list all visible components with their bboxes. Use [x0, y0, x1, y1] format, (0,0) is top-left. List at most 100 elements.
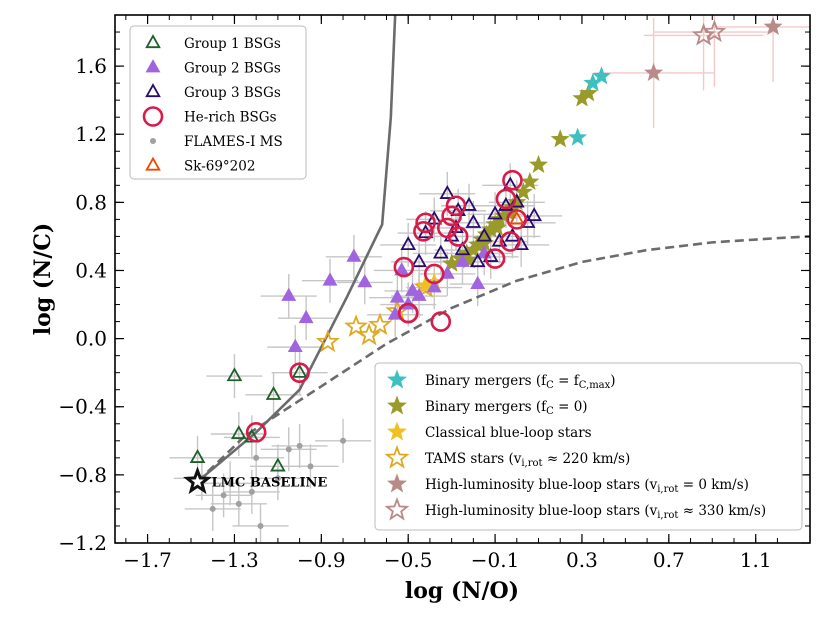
point-tams-stars-v-i-rot-220-km-s: [368, 312, 392, 336]
y-tick-label: 0.0: [75, 327, 107, 351]
legend-label-classical-blue-loop-stars: Classical blue-loop stars: [425, 425, 592, 441]
point-flames-i-ms: [285, 446, 292, 453]
point-group-3-bsgs: [411, 253, 427, 268]
point-binary-mergers-f-c-0: [459, 250, 479, 269]
legend-high-luminosity-blue-loop-stars-v-0-km-s-icon: [387, 473, 407, 493]
legend-group-1-bsgs-icon: [145, 34, 161, 49]
x-axis-label: log (N/O): [405, 578, 519, 604]
point-group-2-bsgs: [405, 282, 420, 296]
point-flames-i-ms: [296, 442, 303, 449]
y-tick-label: −1.2: [58, 531, 107, 555]
y-tick-label: 0.4: [75, 258, 107, 282]
point-binary-mergers-f-c-0: [507, 192, 527, 211]
point-flames-i-ms: [307, 463, 314, 470]
point-he-rich-bsgs: [445, 195, 467, 217]
point-high-luminosity-blue-loop-stars-v-i-rot-330-km-s: [702, 19, 727, 43]
legend-tams-stars-v-220-km-s-icon: [384, 444, 410, 469]
point-flames-i-ms: [257, 522, 264, 529]
point-he-rich-bsgs: [245, 421, 267, 443]
point-group-3-bsgs: [487, 205, 503, 220]
point-group-1-bsgs: [270, 457, 286, 472]
point-flames-i-ms: [235, 500, 242, 507]
point-flames-i-ms: [274, 475, 281, 482]
point-binary-mergers-f-c-0: [513, 182, 533, 201]
point-group-3-bsgs: [469, 253, 486, 268]
point-flames-i-ms: [340, 437, 347, 444]
point-binary-mergers-f-c-0: [487, 217, 507, 236]
point-he-rich-bsgs: [484, 248, 506, 269]
point-he-rich-bsgs: [447, 226, 469, 247]
point-binary-mergers-f-c-f-c-max: [568, 127, 588, 146]
point-binary-mergers-f-c-0: [550, 129, 570, 148]
point-he-rich-bsgs: [441, 205, 462, 227]
y-tick-label: 1.6: [75, 54, 107, 78]
legend-binary-mergers-f-0-icon: [387, 395, 407, 415]
point-he-rich-bsgs: [289, 362, 310, 383]
x-tick-label: −1.3: [210, 548, 259, 572]
point-group-3-bsgs: [526, 207, 543, 222]
point-group-2-bsgs: [455, 253, 470, 267]
lmc-baseline-label: LMC BASELINE: [212, 476, 328, 491]
point-group-3-bsgs: [454, 241, 471, 256]
axis-ticks: −1.7 −1.3 −0.9 −0.5 −0.1 0.3 0.7 1.1 −1.2 −0.8 −0.…: [58, 15, 810, 572]
point-group-2-bsgs: [426, 279, 442, 293]
point-binary-mergers-f-c-f-c-max: [583, 73, 603, 92]
point-classical-blue-loop-stars: [416, 275, 436, 294]
legend-label-binary-mergers-f-f: Binary mergers (fC = fC,max): [425, 373, 616, 391]
x-tick-label: 0.3: [566, 548, 598, 572]
point-he-rich-bsgs: [413, 221, 434, 242]
point-group-2-bsgs: [298, 309, 314, 324]
legend-label-group-3-bsgs: Group 3 BSGs: [184, 85, 281, 101]
point-group-3-bsgs: [400, 236, 417, 251]
point-group-2-bsgs: [470, 275, 486, 290]
point-he-rich-bsgs: [495, 188, 517, 210]
point-group-3-bsgs: [476, 227, 493, 242]
plot-frame: [114, 14, 811, 544]
point-flames-i-ms: [227, 480, 234, 487]
point-tams-stars-v-i-rot-220-km-s: [344, 314, 369, 337]
point-high-luminosity-blue-loop-stars-v-i-rot-0-km-s: [763, 16, 783, 35]
point-group-2-bsgs: [389, 289, 405, 303]
point-group-1-bsgs: [189, 449, 206, 463]
data-points: [189, 16, 783, 529]
legend-label-sk-69-202: Sk-69°202: [184, 159, 255, 175]
x-tick-label: 1.1: [740, 548, 772, 572]
point-binary-mergers-f-c-0: [442, 253, 462, 272]
point-tams-stars-v-i-rot-220-km-s: [315, 329, 340, 353]
solid-track: [196, 15, 397, 483]
x-tick-label: 0.7: [653, 548, 685, 572]
point-group-3-bsgs: [498, 196, 514, 211]
legend-lower-box: [374, 362, 803, 531]
point-group-3-bsgs: [439, 185, 456, 199]
point-high-luminosity-blue-loop-stars-v-i-rot-330-km-s: [691, 22, 716, 46]
point-he-rich-bsgs: [506, 209, 528, 230]
x-tick-label: −0.5: [384, 548, 433, 572]
point-group-1-bsgs: [265, 385, 282, 400]
point-group-2-bsgs: [281, 287, 297, 301]
point-group-1-bsgs: [226, 367, 243, 382]
legend-binary-mergers-f-f-icon: [387, 369, 407, 389]
y-tick-label: −0.4: [58, 395, 107, 419]
point-flames-i-ms: [248, 488, 255, 495]
point-binary-mergers-f-c-0: [579, 83, 598, 102]
point-group-2-bsgs: [411, 287, 427, 301]
legend-classical-blue-loop-stars-icon: [387, 421, 407, 441]
model-curves: [196, 15, 810, 483]
point-binary-mergers-f-c-0: [529, 154, 548, 173]
point-sk-69-202: [508, 210, 525, 225]
legend-label-flames-i-ms: FLAMES-I MS: [184, 134, 283, 150]
x-tick-label: −1.7: [123, 548, 172, 572]
annotations: LMC BASELINE: [183, 466, 328, 495]
legend-label-tams-stars-v-220-km-s: TAMS stars (vi,rot ≈ 220 km/s): [425, 451, 630, 469]
point-he-rich-bsgs: [430, 311, 452, 332]
legend-high-luminosity-blue-loop-stars-v-330-km-s-icon: [384, 496, 410, 521]
legend-label-he-rich-bsgs: He-rich BSGs: [184, 110, 277, 126]
legend-group-3-bsgs-icon: [145, 83, 161, 98]
point-group-2-bsgs: [322, 272, 338, 286]
point-he-rich-bsgs: [397, 302, 419, 324]
legend-group-2-bsgs-icon: [145, 59, 161, 73]
point-he-rich-bsgs: [502, 169, 523, 191]
legend-label-binary-mergers-f-0: Binary mergers (fC = 0): [425, 399, 588, 417]
point-group-2-bsgs: [287, 338, 303, 353]
point-group-1-bsgs: [291, 363, 308, 378]
